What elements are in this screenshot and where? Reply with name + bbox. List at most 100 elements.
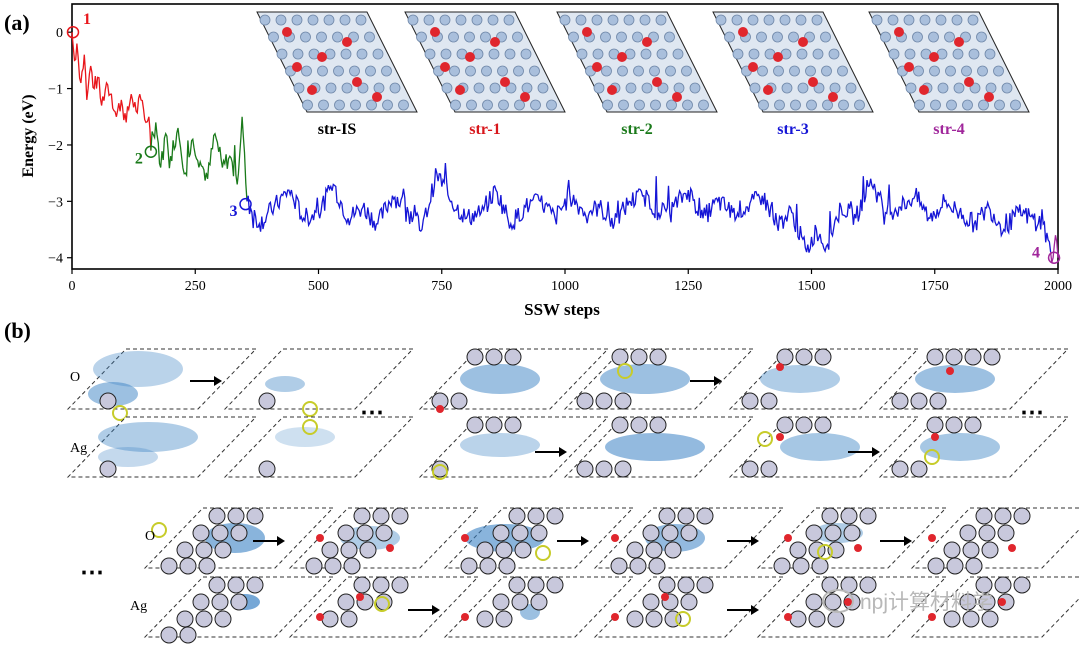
- ag-atom: [642, 593, 660, 611]
- ag-atom: [302, 99, 313, 111]
- ag-atom: [537, 82, 549, 94]
- o-atom: [520, 92, 530, 102]
- ag-atom: [227, 507, 245, 525]
- cell-outline: [223, 348, 415, 410]
- o-atom: [773, 52, 783, 62]
- density-blob: [98, 422, 198, 452]
- ag-atom: [642, 524, 660, 542]
- ag-atom: [840, 507, 858, 525]
- ag-atom: [630, 348, 648, 366]
- ag-atom: [808, 610, 826, 628]
- ag-atom: [682, 99, 693, 111]
- y-tick-label: −3: [48, 195, 63, 210]
- o-atom: [461, 534, 469, 542]
- ag-atom: [340, 610, 358, 628]
- ag-atom: [943, 610, 961, 628]
- ag-atom: [673, 82, 685, 94]
- ag-atom: [416, 31, 427, 43]
- ag-atom: [748, 48, 760, 60]
- ag-atom: [324, 557, 342, 575]
- ag-atom: [964, 416, 982, 434]
- ag-atom: [672, 48, 684, 60]
- ag-atom: [758, 99, 769, 111]
- ag-atom: [607, 14, 619, 26]
- o-atom: [954, 37, 964, 47]
- ag-atom: [789, 65, 800, 77]
- o-atom: [748, 62, 758, 72]
- density-blob: [98, 447, 158, 467]
- ag-atom: [292, 48, 304, 60]
- ag-atom: [160, 557, 178, 575]
- density-blob: [265, 376, 305, 392]
- ag-atom: [513, 65, 524, 77]
- ag-atom: [321, 610, 339, 628]
- wechat-logo-icon: [822, 589, 854, 613]
- ag-atom: [926, 416, 944, 434]
- ag-atom: [994, 576, 1012, 594]
- ag-atom: [779, 14, 791, 26]
- ag-atom: [195, 610, 213, 628]
- ag-atom: [821, 65, 832, 77]
- density-blob: [915, 365, 995, 393]
- ag-atom: [372, 48, 384, 60]
- ag-atom: [820, 31, 831, 43]
- ag-atom: [375, 524, 393, 542]
- o-atom: [808, 77, 818, 87]
- ag-atom: [521, 82, 533, 94]
- ag-atom: [978, 593, 996, 611]
- density-cell: [143, 576, 335, 644]
- ag-atom: [595, 392, 613, 410]
- density-cell: [66, 416, 258, 478]
- o-atom: [929, 52, 939, 62]
- ag-atom: [984, 48, 996, 60]
- o-atom: [386, 544, 394, 552]
- o-atom: [919, 85, 929, 95]
- ag-atom: [649, 65, 660, 77]
- ag-atom: [919, 14, 931, 26]
- ag-atom: [372, 507, 390, 525]
- state-marker-label: 3: [230, 203, 238, 220]
- ag-atom: [696, 576, 714, 594]
- ag-atom: [321, 541, 339, 559]
- ag-atom: [781, 82, 793, 94]
- ag-atom: [300, 31, 311, 43]
- structure-label: str-4: [933, 121, 964, 138]
- ag-atom: [625, 82, 637, 94]
- density-blob: [605, 433, 705, 461]
- x-tick-label: 250: [185, 279, 206, 294]
- ag-atom: [658, 576, 676, 594]
- unit-cell: [404, 11, 566, 113]
- ag-atom: [763, 14, 775, 26]
- ag-atom: [789, 610, 807, 628]
- ag-atom: [630, 416, 648, 434]
- o-atom: [998, 598, 1006, 606]
- ag-atom: [795, 416, 813, 434]
- unit-cell: [256, 11, 418, 113]
- o-atom: [465, 52, 475, 62]
- y-tick-label: −4: [48, 252, 63, 267]
- ag-atom: [910, 392, 928, 410]
- structure-inset: str-2: [556, 11, 718, 138]
- density-cell: [443, 576, 635, 638]
- ag-atom: [993, 65, 1004, 77]
- arrow-head-icon: [277, 536, 285, 546]
- highlight-ring-icon: [817, 544, 833, 560]
- ag-atom: [616, 31, 627, 43]
- ag-atom: [910, 460, 928, 478]
- ag-atom: [806, 99, 817, 111]
- o-atom: [738, 27, 748, 37]
- ag-atom: [952, 48, 964, 60]
- ag-atom: [859, 576, 877, 594]
- ag-atom: [441, 82, 453, 94]
- row-label: Ag: [130, 599, 147, 614]
- ag-atom: [639, 14, 651, 26]
- ag-atom: [623, 14, 635, 26]
- y-tick-label: 0: [56, 26, 63, 41]
- ag-atom: [658, 507, 676, 525]
- o-atom: [672, 92, 682, 102]
- ag-atom: [448, 31, 459, 43]
- ag-atom: [495, 610, 513, 628]
- ag-atom: [476, 610, 494, 628]
- arrow-head-icon: [751, 605, 759, 615]
- arrow-head-icon: [581, 536, 589, 546]
